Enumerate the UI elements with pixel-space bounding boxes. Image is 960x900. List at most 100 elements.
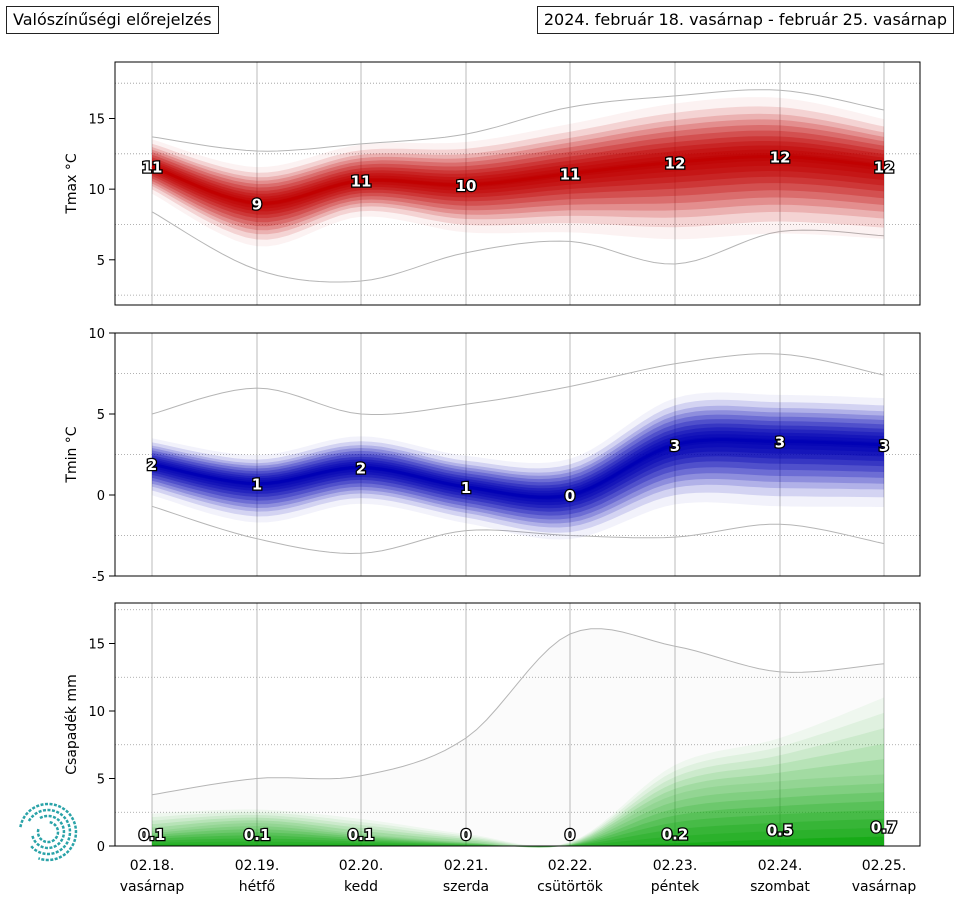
precip-y-tick-label: 5 <box>97 773 105 788</box>
tmin-data-label: 3 <box>775 434 785 452</box>
tmax-y-axis-label: Tmax °C <box>64 153 80 215</box>
precip-y-tick-label: 15 <box>88 638 105 653</box>
x-date-label: 02.21. <box>444 858 489 874</box>
tmax-y-tick-label: 5 <box>97 254 105 269</box>
x-date-label: 02.24. <box>758 858 803 874</box>
x-weekday-label: kedd <box>344 879 378 895</box>
x-date-label: 02.23. <box>653 858 698 874</box>
tmax-plot-area <box>115 62 920 305</box>
precip-data-label: 0.1 <box>139 826 166 844</box>
x-date-label: 02.20. <box>339 858 384 874</box>
tmax-data-label: 11 <box>142 159 163 177</box>
precip-data-label: 0 <box>565 826 575 844</box>
tmax-probability-band <box>152 145 884 212</box>
precip-probability-band <box>152 818 884 847</box>
tmin-y-tick-label: -5 <box>92 570 105 585</box>
tmax-data-label: 12 <box>874 159 895 177</box>
logo-arc <box>36 820 60 844</box>
tmin-data-label: 0 <box>565 487 575 505</box>
precip-probability-band <box>152 759 884 848</box>
precip-frame <box>114 602 921 847</box>
tmax-probability-band <box>152 125 884 227</box>
precip-panel: 0 5 10 15 0.1 0.1 0.1 0 0 0.2 0.5 0.7 Csapadék mm <box>64 602 921 855</box>
tmin-max-envelope <box>151 353 885 415</box>
x-weekday-label: csütörtök <box>537 879 604 895</box>
tmin-median-line <box>151 438 885 499</box>
x-weekday-label: vasárnap <box>852 879 917 895</box>
logo-arc <box>19 802 78 862</box>
x-weekday-label: szerda <box>443 879 489 895</box>
precip-median-area <box>152 836 884 847</box>
chart-title: Valószínűségi előrejelzés <box>6 6 219 34</box>
logo-arc <box>27 808 72 856</box>
x-date-label: 02.25. <box>862 858 907 874</box>
tmin-data-label: 1 <box>252 476 262 494</box>
precip-data-label: 0 <box>461 826 471 844</box>
tmax-median-line <box>151 155 885 205</box>
tmax-frame <box>114 61 921 306</box>
tmin-probability-band <box>152 392 884 540</box>
tmin-frame <box>114 332 921 577</box>
tmax-data-label: 11 <box>351 173 372 191</box>
tmin-y-tick-label: 10 <box>88 327 105 342</box>
tmax-data-label: 9 <box>252 195 262 213</box>
tmax-probability-band <box>152 106 884 240</box>
tmax-probability-band <box>152 113 884 235</box>
tmin-y-axis-label: Tmin °C <box>64 426 80 483</box>
precip-probability-band <box>152 712 884 847</box>
tmin-data-label: 3 <box>670 437 680 455</box>
tmax-probability-band <box>152 97 884 247</box>
tmin-data-label: 2 <box>356 459 366 477</box>
precip-data-label: 0.2 <box>662 825 689 843</box>
precip-data-label: 0.7 <box>871 819 898 837</box>
tmin-min-envelope <box>151 505 885 555</box>
precip-probability-band <box>152 809 884 847</box>
tmax-y-tick-label: 15 <box>88 113 105 128</box>
precip-probability-band <box>152 783 884 848</box>
tmax-probability-band <box>152 130 884 223</box>
tmax-max-envelope <box>151 89 885 152</box>
tmax-data-label: 12 <box>665 154 686 172</box>
tmin-y-tick-label: 0 <box>97 489 105 504</box>
tmin-probability-band <box>152 427 884 509</box>
tmax-data-label: 11 <box>560 166 581 184</box>
x-weekday-label: szombat <box>750 879 810 895</box>
tmin-data-label: 1 <box>461 479 471 497</box>
x-weekday-label: péntek <box>651 879 700 895</box>
tmin-data-label: 2 <box>147 456 157 474</box>
tmin-probability-band <box>152 405 884 528</box>
tmax-data-label: 12 <box>770 149 791 167</box>
tmin-probability-band <box>152 423 884 512</box>
x-weekday-label: hétfő <box>239 879 275 895</box>
x-date-label: 02.19. <box>235 858 280 874</box>
precip-probability-band <box>152 728 884 847</box>
x-date-label: 02.18. <box>130 858 175 874</box>
precip-probability-band <box>152 801 884 848</box>
tmin-y-tick-label: 5 <box>97 408 105 423</box>
precip-probability-band <box>152 792 884 848</box>
precip-probability-band <box>152 774 884 848</box>
x-date-label: 02.22. <box>548 858 593 874</box>
precip-probability-band <box>152 827 884 847</box>
tmax-probability-band <box>152 119 884 231</box>
tmax-y-tick-label: 10 <box>88 183 105 198</box>
precip-probability-band <box>152 697 884 846</box>
logo-arc <box>30 814 66 850</box>
tmin-probability-band <box>152 430 884 506</box>
tmax-min-envelope <box>151 211 885 283</box>
precip-y-axis-label: Csapadék mm <box>64 674 80 774</box>
tmax-panel: 5 10 15 11 9 11 10 11 12 12 12 Tmax °C <box>64 61 921 306</box>
tmin-probability-band <box>152 419 884 516</box>
x-weekday-label: vasárnap <box>120 879 185 895</box>
date-range-title: 2024. február 18. vasárnap - február 25.… <box>536 6 954 34</box>
tmin-data-label: 3 <box>879 437 889 455</box>
precip-data-label: 0.1 <box>244 826 271 844</box>
precip-max-envelope <box>151 628 885 796</box>
precip-y-tick-label: 0 <box>97 840 105 855</box>
precip-y-tick-label: 10 <box>88 705 105 720</box>
tmax-data-label: 10 <box>456 177 477 195</box>
tmin-probability-band <box>152 410 884 524</box>
precip-probability-band <box>152 743 884 848</box>
